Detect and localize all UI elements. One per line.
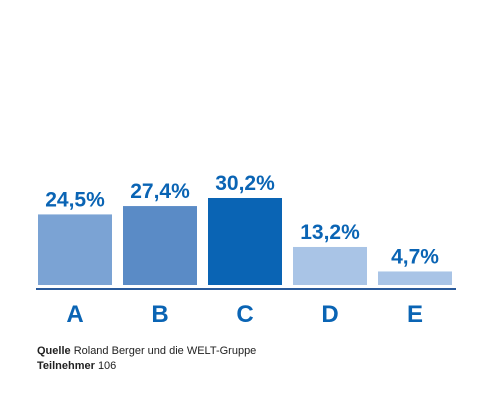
category-label-e: E [407,301,423,328]
participants-value: 106 [97,360,117,372]
value-label-d: 13,2% [300,221,360,244]
source-line: Quelle Roland Berger und die WELT-Gruppe [37,344,256,359]
participants-line: Teilnehmer 106 [37,359,256,374]
value-label-a: 24,5% [45,188,105,211]
bar-b [123,206,197,285]
value-label-b: 27,4% [130,180,190,203]
source-text: Roland Berger und die WELT-Gruppe [73,345,257,357]
bars-group [38,198,452,285]
category-label-c: C [236,301,253,328]
category-label-a: A [66,301,83,328]
value-label-e: 4,7% [391,245,439,268]
category-label-b: B [151,301,168,328]
labels-group: 24,5% A 27,4% B 30,2% C 13,2% D 4,7% E [45,172,439,328]
source-label: Quelle [37,345,71,357]
bar-c [208,198,282,285]
bar-a [38,214,112,285]
value-label-c: 30,2% [215,172,275,195]
bar-d [293,246,367,285]
bar-e [378,271,452,285]
chart-footer: Quelle Roland Berger und die WELT-Gruppe… [37,344,256,374]
participants-label: Teilnehmer [37,360,95,372]
category-label-d: D [321,301,338,328]
